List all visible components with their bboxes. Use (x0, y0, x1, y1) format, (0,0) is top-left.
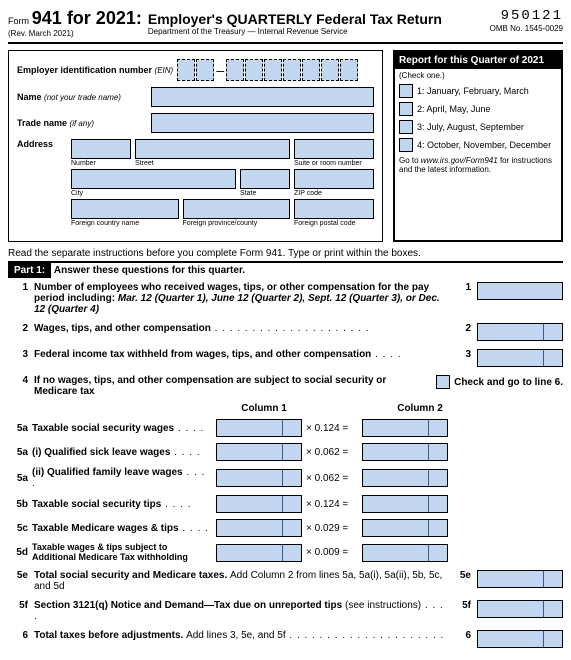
line5b-col1[interactable] (216, 495, 302, 513)
name-input[interactable] (151, 87, 374, 107)
trade-label: Trade name (17, 118, 67, 128)
form-header: Form 941 for 2021: (Rev. March 2021) Emp… (8, 8, 563, 44)
line5ai-col2[interactable] (362, 443, 448, 461)
quarter-box: Report for this Quarter of 2021 (Check o… (393, 50, 563, 242)
name-label: Name (17, 92, 42, 102)
line5aii-col1[interactable] (216, 469, 302, 487)
ein-input[interactable]: – (177, 59, 358, 81)
line3-input[interactable] (477, 349, 563, 367)
line5d-col1[interactable] (216, 544, 302, 562)
suite-input[interactable] (294, 139, 374, 159)
employer-box: Employer identification number (EIN) – N… (8, 50, 383, 242)
fprov-input[interactable] (183, 199, 291, 219)
form-number: 941 for 2021: (32, 8, 142, 28)
instructions: Read the separate instructions before yo… (8, 248, 563, 259)
zip-input[interactable] (294, 169, 374, 189)
street-input[interactable] (135, 139, 290, 159)
q3-checkbox[interactable] (399, 120, 413, 134)
line5c-col2[interactable] (362, 519, 448, 537)
ein-label: Employer identification number (17, 65, 152, 75)
dept: Department of the Treasury — Internal Re… (148, 27, 442, 36)
line5ai-col1[interactable] (216, 443, 302, 461)
q2-checkbox[interactable] (399, 102, 413, 116)
quarter-head: Report for this Quarter of 2021 (395, 52, 561, 69)
part1-bar: Part 1: Answer these questions for this … (8, 261, 563, 278)
line5f-input[interactable] (477, 600, 563, 618)
line5d-col2[interactable] (362, 544, 448, 562)
line5a-col1[interactable] (216, 419, 302, 437)
fcountry-input[interactable] (71, 199, 179, 219)
omb-number: OMB No. 1545-0029 (490, 24, 563, 33)
form-title: Employer's QUARTERLY Federal Tax Return (148, 11, 442, 27)
line4-checkbox[interactable] (436, 375, 450, 389)
line5aii-col2[interactable] (362, 469, 448, 487)
city-input[interactable] (71, 169, 236, 189)
trade-input[interactable] (151, 113, 374, 133)
line5c-col1[interactable] (216, 519, 302, 537)
q4-checkbox[interactable] (399, 138, 413, 152)
form-code: 950121 (490, 8, 563, 24)
line6-input[interactable] (477, 630, 563, 648)
line5a-col2[interactable] (362, 419, 448, 437)
fpost-input[interactable] (294, 199, 374, 219)
revision: (Rev. March 2021) (8, 29, 142, 38)
address-label: Address (17, 139, 67, 149)
line1-input[interactable] (477, 282, 563, 300)
state-input[interactable] (240, 169, 290, 189)
form-word: Form (8, 16, 29, 26)
line2-input[interactable] (477, 323, 563, 341)
q1-checkbox[interactable] (399, 84, 413, 98)
line5e-input[interactable] (477, 570, 563, 588)
line5b-col2[interactable] (362, 495, 448, 513)
number-input[interactable] (71, 139, 131, 159)
